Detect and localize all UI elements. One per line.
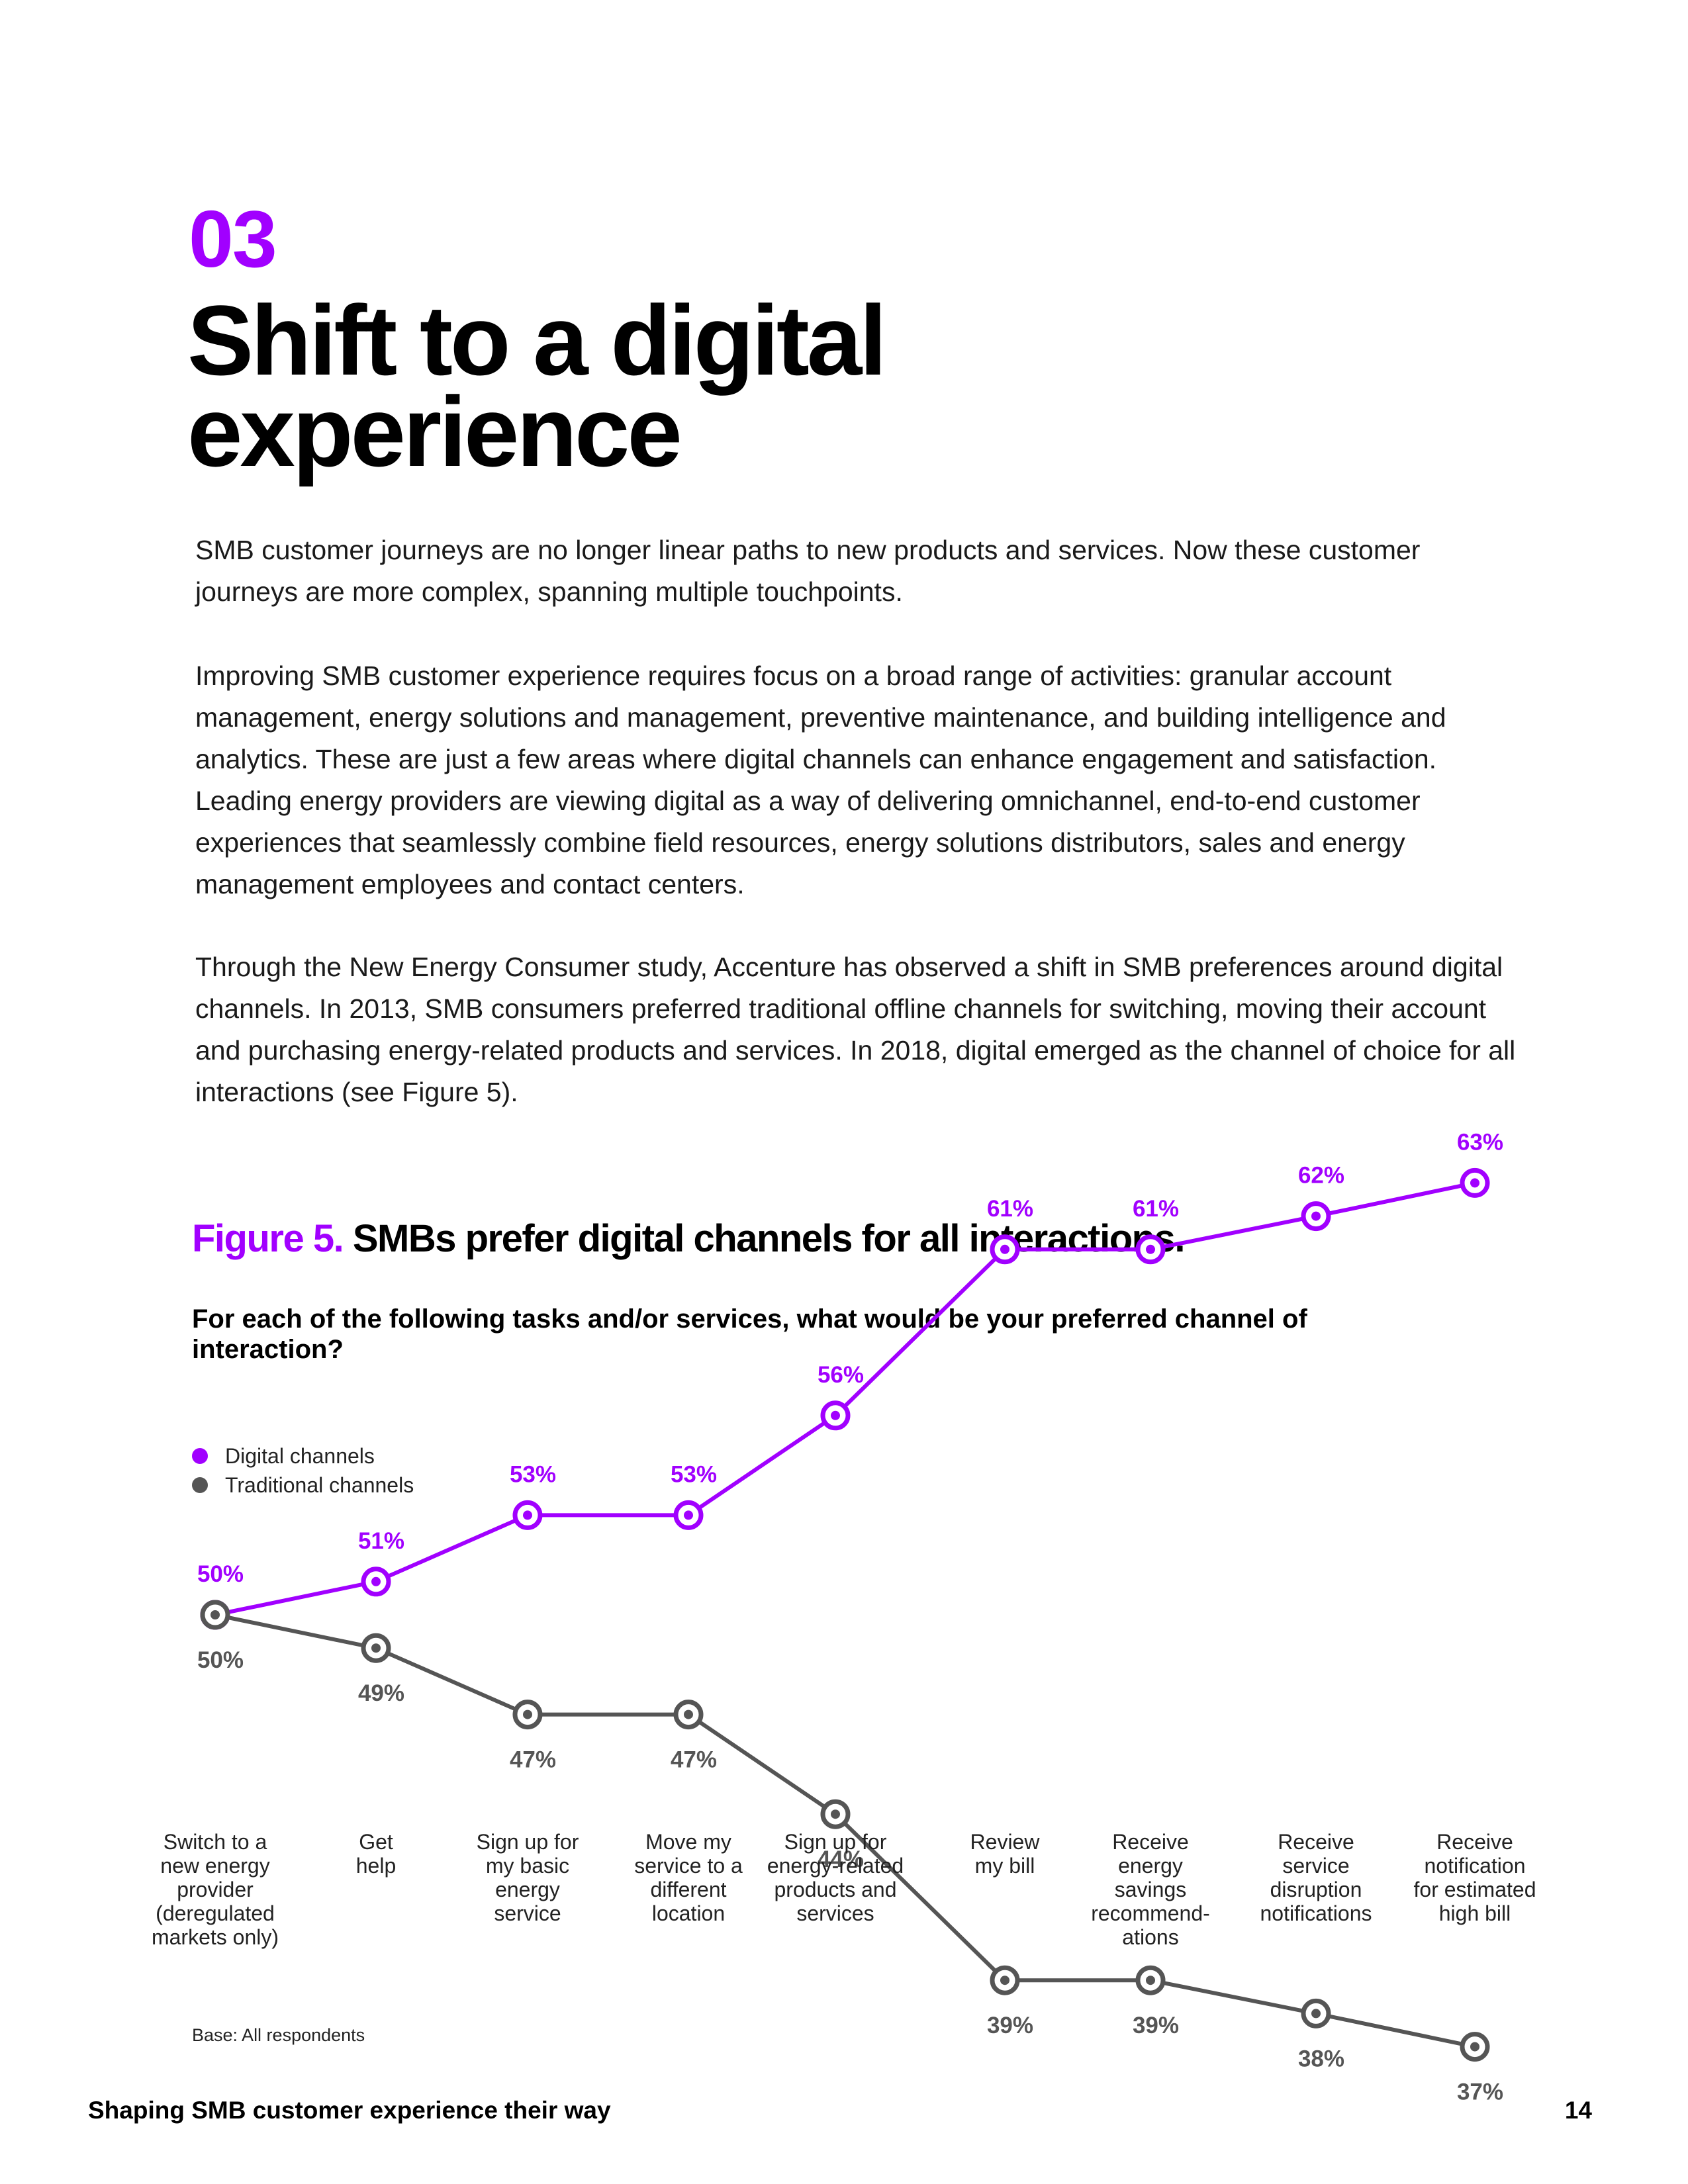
data-label: 56% xyxy=(818,1362,864,1388)
data-point xyxy=(512,1700,543,1730)
category-label: Receive energy savings recommend- ations xyxy=(1091,1830,1210,1949)
data-point xyxy=(1460,1167,1490,1198)
data-label: 39% xyxy=(987,2013,1033,2038)
data-point xyxy=(1301,1998,1331,2028)
page-number: 14 xyxy=(1564,2097,1592,2124)
data-point xyxy=(361,1567,391,1597)
legend-item-digital: Digital channels xyxy=(192,1441,414,1471)
data-label: 50% xyxy=(197,1647,244,1673)
category-label: Receive notification for estimated high … xyxy=(1413,1830,1536,1925)
legend-traditional-dot xyxy=(192,1477,208,1493)
data-point xyxy=(1135,1234,1166,1265)
figure-title: Figure 5. SMBs prefer digital channels f… xyxy=(192,1216,1186,1261)
data-label: 53% xyxy=(671,1461,717,1487)
data-label: 49% xyxy=(358,1680,404,1706)
data-label: 47% xyxy=(510,1747,556,1773)
data-label: 61% xyxy=(1133,1196,1179,1222)
section-number: 03 xyxy=(189,194,277,284)
data-label: 50% xyxy=(197,1561,244,1587)
data-label: 53% xyxy=(510,1461,556,1487)
data-point xyxy=(361,1633,391,1663)
legend-traditional-label: Traditional channels xyxy=(225,1473,414,1497)
data-label: 44% xyxy=(818,1846,864,1872)
data-label: 47% xyxy=(671,1747,717,1773)
chart-legend: Digital channels Traditional channels xyxy=(192,1441,414,1500)
data-point xyxy=(673,1700,704,1730)
paragraph-1: SMB customer journeys are no longer line… xyxy=(195,535,1421,607)
data-label: 61% xyxy=(987,1196,1033,1222)
figure-title-text: SMBs prefer digital channels for all int… xyxy=(352,1217,1186,1260)
data-point xyxy=(1301,1201,1331,1232)
data-point xyxy=(1135,1965,1166,1995)
category-label: Sign up for energy-related products and … xyxy=(767,1830,904,1925)
category-label: Get help xyxy=(355,1830,397,1878)
data-label: 37% xyxy=(1457,2079,1503,2105)
data-point xyxy=(820,1400,851,1431)
data-point xyxy=(200,1600,230,1630)
data-point xyxy=(1460,2032,1490,2062)
category-label: Review my bill xyxy=(970,1830,1040,1878)
paragraph-3: Through the New Energy Consumer study, A… xyxy=(195,952,1516,1107)
category-label: Switch to a new energy provider (deregul… xyxy=(151,1830,279,1949)
paragraph-2: Improving SMB customer experience requir… xyxy=(195,660,1446,899)
figure-question: For each of the following tasks and/or s… xyxy=(192,1304,1307,1364)
data-label: 63% xyxy=(1457,1129,1503,1155)
data-label: 38% xyxy=(1298,2046,1344,2071)
data-point xyxy=(820,1799,851,1829)
category-label: Move my service to a different location xyxy=(634,1830,743,1925)
data-label: 51% xyxy=(358,1528,404,1554)
figure-label: Figure 5. xyxy=(192,1217,344,1260)
legend-digital-dot xyxy=(192,1448,208,1464)
data-point xyxy=(990,1234,1020,1265)
data-point xyxy=(673,1500,704,1530)
data-point xyxy=(990,1965,1020,1995)
data-point xyxy=(512,1500,543,1530)
page-title: Shift to a digital experience xyxy=(187,285,887,487)
data-label: 39% xyxy=(1133,2013,1179,2038)
data-label: 62% xyxy=(1298,1163,1344,1189)
category-label: Receive service disruption notifications xyxy=(1260,1830,1372,1925)
legend-item-traditional: Traditional channels xyxy=(192,1471,414,1500)
base-note: Base: All respondents xyxy=(192,2025,365,2045)
legend-digital-label: Digital channels xyxy=(225,1443,375,1468)
category-label: Sign up for my basic energy service xyxy=(476,1830,579,1925)
footer-document-title: Shaping SMB customer experience their wa… xyxy=(88,2097,611,2124)
